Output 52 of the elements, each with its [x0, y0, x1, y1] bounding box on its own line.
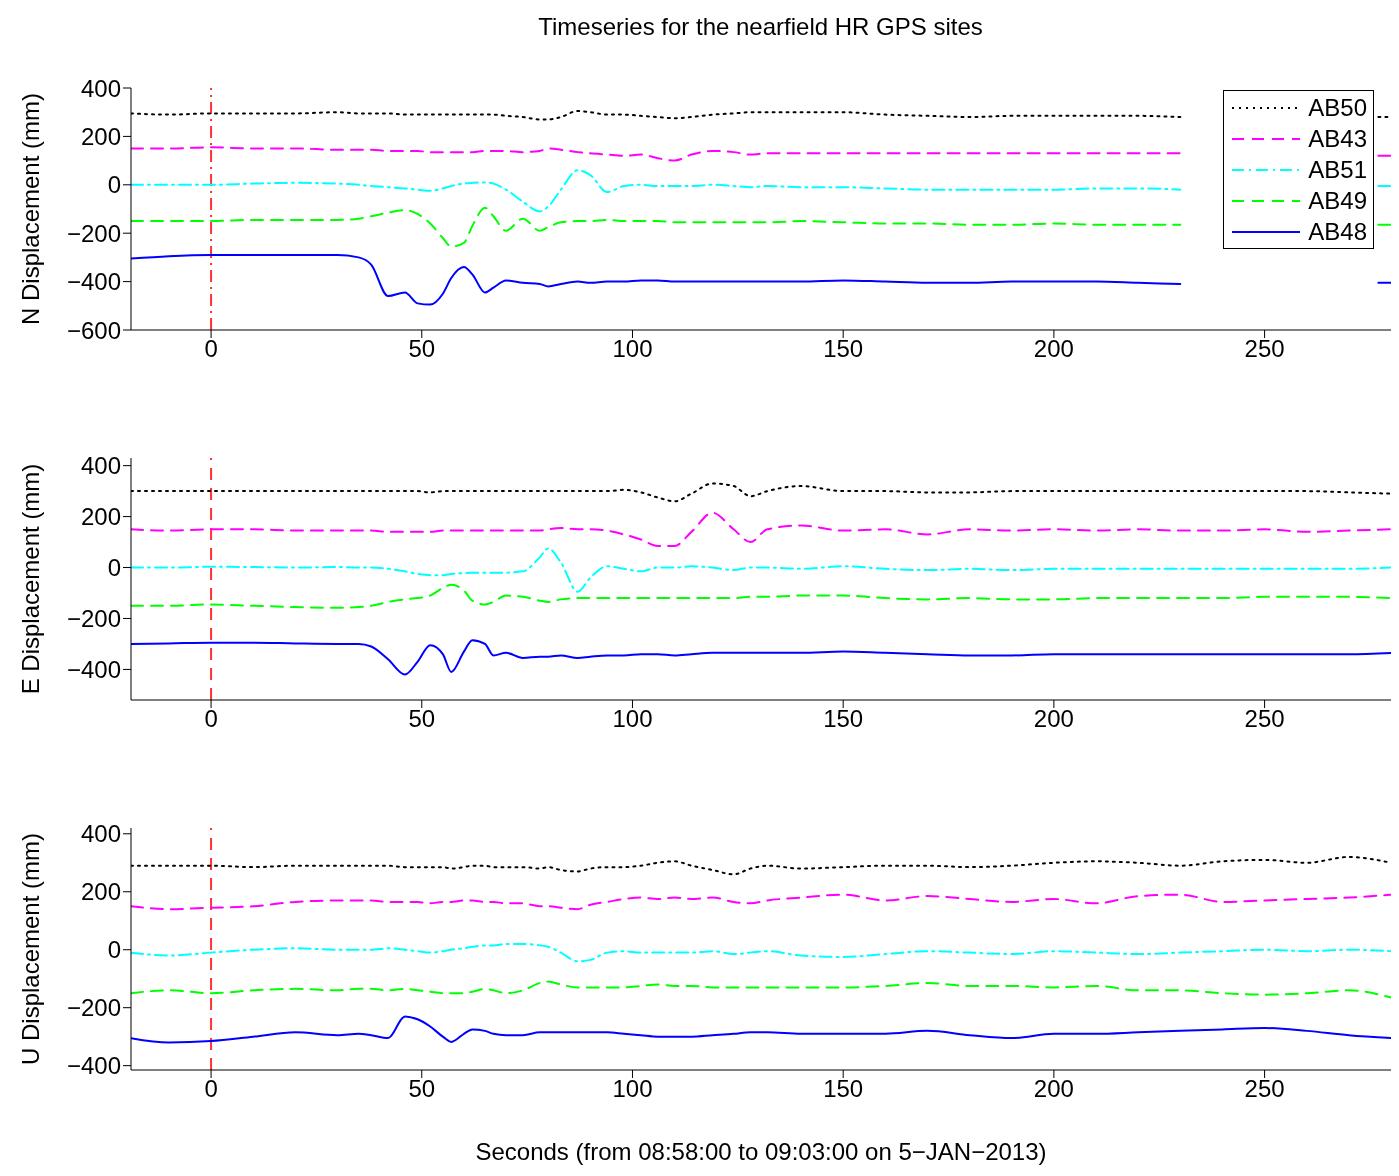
x-tick-label: 50	[408, 335, 436, 363]
y-tick-label: 400	[80, 74, 121, 102]
y-tick-label: −400	[66, 655, 121, 683]
legend-label: AB50	[1308, 93, 1367, 122]
x-tick-label: 100	[612, 335, 653, 363]
x-axis-title: Seconds (from 08:58:00 to 09:03:00 on 5−JAN−2013)	[475, 1138, 1047, 1165]
y-tick-label: 200	[80, 503, 121, 531]
y-tick-label: −400	[66, 268, 121, 296]
x-tick-label: 0	[204, 705, 218, 733]
x-tick-label: 200	[1033, 1075, 1074, 1103]
y-tick-label: 0	[107, 554, 121, 582]
x-tick-label: 50	[408, 1075, 436, 1103]
y-tick-label: 0	[107, 171, 121, 199]
y-tick-label: 400	[80, 820, 121, 848]
legend-label: AB48	[1308, 217, 1367, 246]
legend-label: AB49	[1308, 186, 1367, 215]
x-tick-label: 250	[1244, 335, 1285, 363]
x-tick-label: 250	[1244, 705, 1285, 733]
y-tick-label: −200	[66, 219, 121, 247]
y-tick-label: −600	[66, 316, 121, 344]
line-series	[131, 511, 1391, 547]
x-tick-label: 100	[612, 1075, 653, 1103]
y-tick-label: −200	[66, 605, 121, 632]
line-series	[131, 639, 1391, 676]
y-tick-label: 200	[80, 878, 121, 906]
x-tick-label: 0	[204, 335, 218, 363]
y-tick-label: −200	[66, 994, 121, 1022]
y-tick-label: 200	[80, 122, 121, 150]
y-tick-label: 400	[80, 452, 121, 480]
x-tick-label: 150	[823, 1075, 864, 1103]
x-tick-label: 200	[1033, 335, 1074, 363]
x-tick-label: 150	[823, 335, 864, 363]
line-series	[131, 980, 1391, 999]
legend-label: AB51	[1308, 155, 1367, 184]
line-series	[131, 583, 1391, 609]
y-tick-label: 0	[107, 936, 121, 964]
legend-label: AB43	[1308, 124, 1367, 153]
y-axis-title: N Displacement (mm)	[16, 92, 44, 326]
x-tick-label: 100	[612, 705, 653, 733]
chart-title: Timeseries for the nearfield HR GPS sites	[538, 13, 983, 40]
y-axis-title: U Displacement (mm)	[16, 832, 44, 1066]
line-series	[131, 547, 1391, 593]
y-axis-title: E Displacement (mm)	[16, 463, 44, 695]
x-tick-label: 50	[408, 705, 436, 733]
x-tick-label: 0	[204, 1075, 218, 1103]
line-series	[131, 942, 1391, 963]
y-tick-label: −400	[66, 1052, 121, 1080]
x-tick-label: 150	[823, 705, 864, 733]
line-series	[131, 1015, 1391, 1044]
x-tick-label: 200	[1033, 705, 1074, 733]
x-tick-label: 250	[1244, 1075, 1285, 1103]
line-series	[131, 893, 1391, 911]
